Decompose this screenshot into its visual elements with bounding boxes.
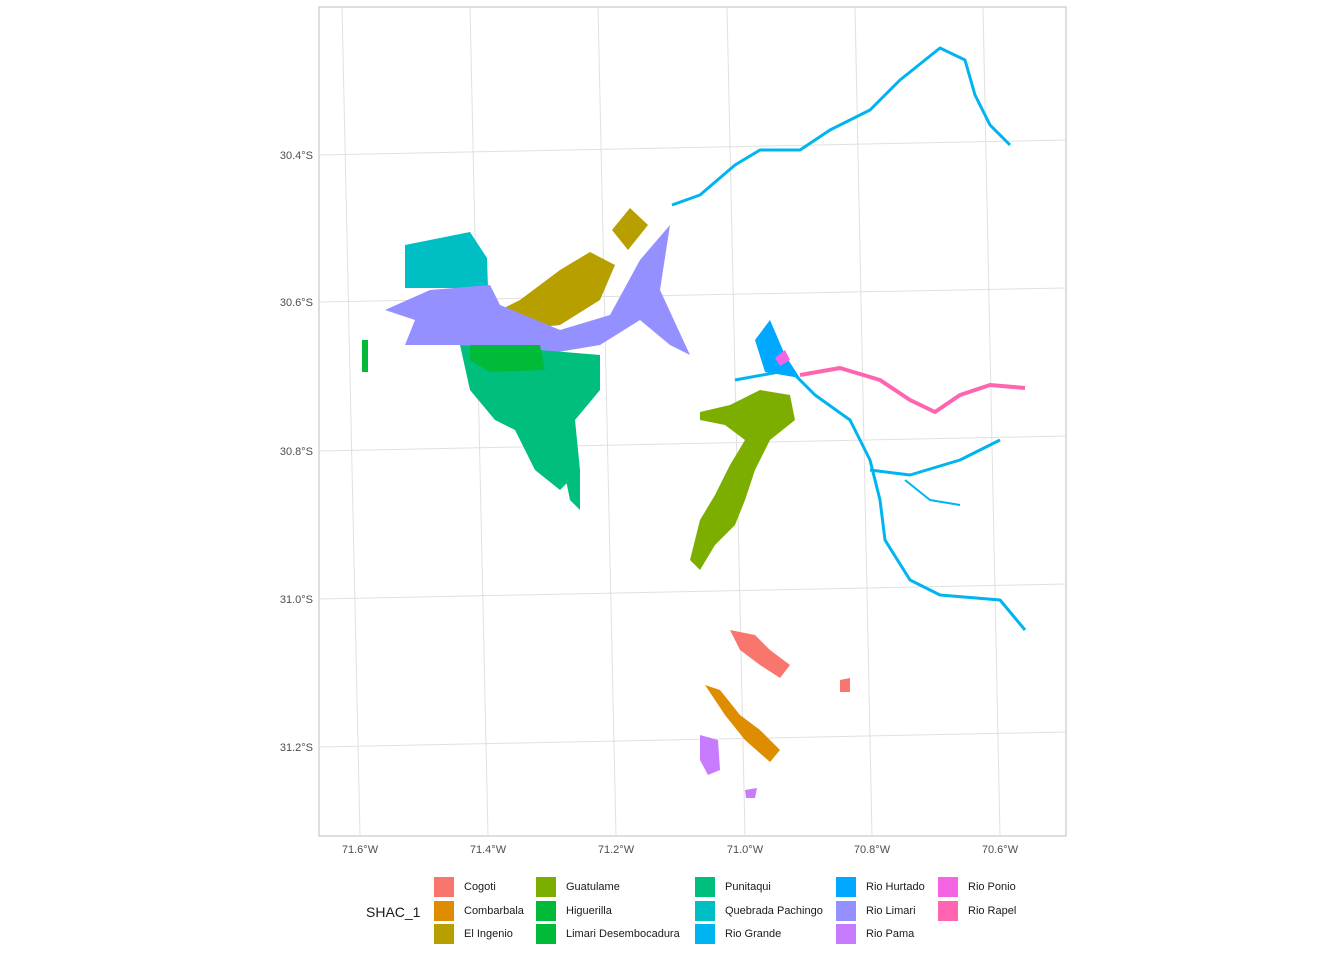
legend-label: Limari Desembocadura [566,928,680,940]
basin-polygons [362,46,1027,798]
legend-label: Higuerilla [566,905,612,917]
lon-tick-label: 70.8°W [854,844,891,856]
lat-line-31-0 [318,583,1067,600]
lat-line-31-2 [318,731,1067,748]
legend-label: Rio Hurtado [866,881,925,893]
el-ingenio-region [490,252,615,330]
legend-swatch [836,877,856,897]
rio-ponio-region [775,350,790,366]
rio-pama-region-2 [745,788,757,798]
rio-grande-branch-2 [869,438,1001,477]
lon-tick-label: 71.2°W [598,844,635,856]
legend-swatch [536,877,556,897]
legend-label: Combarbala [464,905,524,917]
legend-swatch [536,901,556,921]
legend-swatch [695,901,715,921]
legend-swatch [434,877,454,897]
legend-label: Rio Limari [866,905,916,917]
legend-item: Quebrada Pachingo [695,900,823,922]
legend-swatch [938,901,958,921]
legend-swatch [536,924,556,944]
lat-tick-label: 30.6°S [280,297,313,309]
lat-line-30-4 [318,139,1067,156]
combarbala-region [705,685,780,762]
legend-swatch [938,877,958,897]
rio-pama-region [700,735,720,775]
punitaqui-region [460,345,600,490]
plot-panel [318,6,1067,837]
x-axis-labels: 71.6°W 71.4°W 71.2°W 71.0°W 70.8°W 70.6°… [342,844,1019,856]
lat-tick-label: 30.4°S [280,150,313,162]
y-axis-labels: 30.4°S 30.6°S 30.8°S 31.0°S 31.2°S [280,150,313,754]
el-ingenio-region-2 [612,208,648,250]
legend-label: Rio Pama [866,928,915,940]
lon-line-71-6 [341,6,361,837]
lon-tick-label: 70.6°W [982,844,1019,856]
rio-grande-branch [734,368,1027,631]
legend-label: El Ingenio [464,928,513,940]
punitaqui-tail [560,450,580,510]
legend-item: Rio Hurtado [836,876,925,898]
legend-item: Rio Pama [836,923,914,945]
legend-swatch [434,901,454,921]
legend-item: Punitaqui [695,876,771,898]
lat-line-30-8 [318,435,1067,452]
legend-swatch [695,877,715,897]
lon-tick-label: 71.6°W [342,844,379,856]
lon-line-71-4 [469,6,489,837]
legend-item: Rio Ponio [938,876,1016,898]
rio-hurtado-region [755,320,800,378]
legend-label: Rio Rapel [968,905,1017,917]
legend-item: Rio Grande [695,923,781,945]
rio-limari-region [385,225,690,355]
legend-label: Rio Ponio [968,881,1016,893]
legend-label: Cogoti [464,881,496,893]
legend-item: Limari Desembocadura [536,923,680,945]
rio-grande-region [671,46,1012,207]
legend-item: El Ingenio [434,923,513,945]
lon-tick-label: 71.0°W [727,844,764,856]
lat-tick-label: 30.8°S [280,446,313,458]
legend-label: Guatulame [566,881,620,893]
quebrada-pachingo-region [405,232,488,288]
legend-swatch [695,924,715,944]
legend-swatch [836,924,856,944]
legend-label: Punitaqui [725,881,771,893]
lon-tick-label: 71.4°W [470,844,507,856]
legend-label: Rio Grande [725,928,782,940]
lon-line-71-2 [597,6,617,837]
legend-item: Combarbala [434,900,524,922]
legend-label: Quebrada Pachingo [725,905,823,917]
lon-line-70-6 [982,6,1001,837]
legend-swatch [836,901,856,921]
legend-item: Cogoti [434,876,496,898]
legend-item: Guatulame [536,876,620,898]
cogoti-region [730,630,790,678]
legend-item: Rio Limari [836,900,916,922]
rio-rapel-region [799,366,1026,414]
lat-tick-label: 31.0°S [280,594,313,606]
lat-tick-label: 31.2°S [280,742,313,754]
higuerilla-region [362,340,368,372]
limari-desembocadura-region [470,345,545,372]
legend-item: Higuerilla [536,900,612,922]
legend: SHAC_1 Cogoti Combarbala El Ingenio Guatula… [366,876,1066,948]
rio-grande-branch-3 [904,479,961,506]
lon-line-70-8 [854,6,873,837]
cogoti-region-2 [840,678,850,692]
legend-item: Rio Rapel [938,900,1016,922]
graticule [318,6,1067,837]
legend-title: SHAC_1 [366,904,421,920]
guatulame-region [690,390,795,570]
legend-swatch [434,924,454,944]
